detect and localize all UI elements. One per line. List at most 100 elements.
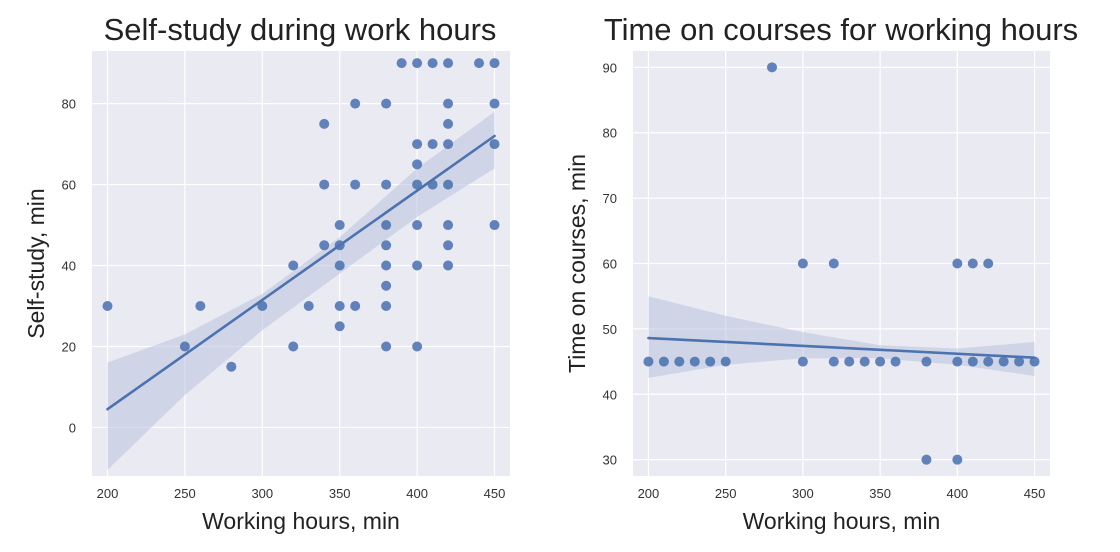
chart-title: Time on courses for working hours xyxy=(604,12,1078,47)
data-point xyxy=(381,220,392,231)
data-point xyxy=(381,260,392,271)
data-point xyxy=(319,118,330,129)
data-point xyxy=(705,356,716,367)
data-point xyxy=(767,62,777,73)
x-tick-label: 250 xyxy=(715,486,737,501)
confidence-band xyxy=(648,296,1035,378)
x-axis-label: Working hours, min xyxy=(202,508,400,534)
data-point xyxy=(381,240,392,251)
x-tick-label: 450 xyxy=(1024,486,1046,501)
data-point xyxy=(489,58,500,69)
chart-1: 200 250 300 350 400 450 0 20 40 60 80 Self-study du… xyxy=(23,12,510,534)
y-tick-label: 80 xyxy=(603,126,617,141)
data-point xyxy=(427,139,438,150)
data-point xyxy=(381,98,392,109)
data-point xyxy=(257,301,268,311)
x-tick-label: 200 xyxy=(638,486,660,501)
data-point xyxy=(179,341,190,352)
data-point xyxy=(674,356,685,367)
data-point xyxy=(350,179,361,190)
x-tick-label: 450 xyxy=(484,486,506,501)
data-point xyxy=(226,361,237,372)
data-point xyxy=(334,301,345,311)
y-tick-label: 60 xyxy=(62,178,76,193)
data-point xyxy=(689,356,700,367)
data-point xyxy=(967,356,978,367)
data-point xyxy=(381,301,392,311)
data-point xyxy=(952,356,963,367)
data-point xyxy=(412,260,423,271)
data-point xyxy=(319,240,330,251)
x-tick-label: 200 xyxy=(97,486,119,501)
data-point xyxy=(443,98,454,109)
data-point xyxy=(412,341,423,352)
data-point xyxy=(381,179,392,190)
y-tick-label: 80 xyxy=(62,97,76,112)
data-point xyxy=(350,301,361,311)
x-axis-label: Working hours, min xyxy=(743,508,941,534)
data-point xyxy=(859,356,870,367)
data-point xyxy=(797,356,808,367)
x-tick-label: 300 xyxy=(251,486,273,501)
data-point xyxy=(396,58,407,69)
data-point xyxy=(443,179,454,190)
data-point xyxy=(334,260,345,271)
data-point xyxy=(443,58,454,69)
data-point xyxy=(489,220,500,231)
data-point xyxy=(334,220,345,231)
regression-line xyxy=(647,336,1036,359)
data-point xyxy=(102,301,113,311)
data-point xyxy=(412,58,423,69)
data-point xyxy=(412,220,423,231)
x-tick-label: 300 xyxy=(792,486,814,501)
y-tick-label: 40 xyxy=(62,259,76,274)
chart-2: 200 250 300 350 400 450 30 40 50 60 70 80 90 Time on … xyxy=(564,12,1078,534)
y-axis-label: Time on courses, min xyxy=(564,154,590,373)
data-point xyxy=(412,159,423,170)
data-point xyxy=(983,356,994,367)
data-point xyxy=(381,341,392,352)
y-tick-label: 70 xyxy=(603,191,617,206)
y-tick-label: 90 xyxy=(603,60,617,75)
data-point xyxy=(844,356,855,367)
data-point xyxy=(319,179,330,190)
data-point xyxy=(1014,356,1025,367)
x-tick-label: 400 xyxy=(946,486,968,501)
data-point xyxy=(998,356,1009,367)
data-point xyxy=(195,301,206,311)
data-point xyxy=(381,280,392,291)
data-point xyxy=(334,321,345,332)
data-point xyxy=(412,139,423,150)
data-point xyxy=(443,118,454,129)
data-point xyxy=(983,258,994,269)
data-point xyxy=(427,58,438,69)
data-point xyxy=(921,454,932,465)
data-point xyxy=(303,301,314,311)
data-point xyxy=(921,356,932,367)
data-point xyxy=(443,220,454,231)
data-point xyxy=(952,454,963,465)
data-point xyxy=(443,260,454,271)
regression-line xyxy=(106,134,496,411)
x-tick-label: 250 xyxy=(174,486,196,501)
data-point xyxy=(828,356,839,367)
data-point xyxy=(474,58,485,69)
data-point xyxy=(658,356,669,367)
y-tick-label: 40 xyxy=(603,387,617,402)
data-point xyxy=(443,139,454,150)
x-tick-label: 350 xyxy=(869,486,891,501)
data-point xyxy=(967,258,978,269)
data-point xyxy=(890,356,901,367)
data-point xyxy=(443,240,454,251)
chart-title: Self-study during work hours xyxy=(104,12,497,47)
y-tick-label: 20 xyxy=(62,339,76,354)
data-point xyxy=(350,98,361,109)
x-tick-label: 350 xyxy=(329,486,351,501)
y-tick-label: 0 xyxy=(69,420,76,435)
data-point xyxy=(643,356,654,367)
data-point xyxy=(720,356,731,367)
data-point xyxy=(288,260,299,271)
confidence-band xyxy=(107,111,495,470)
data-point xyxy=(875,356,886,367)
